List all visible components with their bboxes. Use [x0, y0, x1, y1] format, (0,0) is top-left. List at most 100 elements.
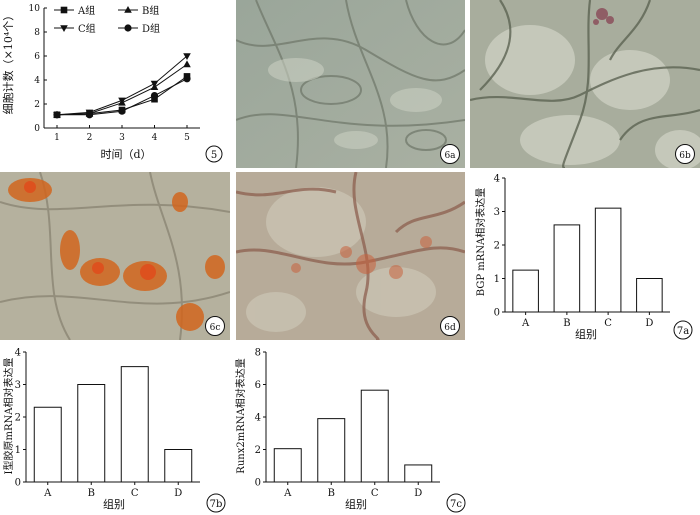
fig5-data-point	[150, 80, 159, 88]
fig7b-bar-D	[164, 449, 193, 483]
fig7a-y-tick-label: 4	[494, 174, 500, 185]
fig7a-y-tick-label: 1	[494, 274, 500, 285]
fig5-y-tick-label: 10	[29, 4, 41, 14]
micrograph-6b-label: 6b	[679, 151, 691, 161]
fig5-x-tick-label: 2	[87, 133, 93, 143]
micrograph-6d-label: 6d	[444, 323, 456, 333]
fig7a-x-tick-label: C	[604, 318, 612, 329]
fig7c-bar-B	[317, 418, 346, 483]
fig7b-xlabel: 组别	[103, 497, 125, 511]
fig5-data-point	[118, 97, 126, 105]
fig5-data-point	[53, 111, 61, 119]
fig5-data-point	[118, 107, 126, 115]
micrograph-6a: 6a	[236, 0, 465, 168]
fig7c-ylabel: Runx2mRNA相对表达量	[234, 358, 247, 473]
fig7a-xlabel: 组别	[575, 327, 597, 341]
micrograph-6b-image	[470, 0, 700, 168]
fig7c-y-tick-label: 6	[255, 380, 261, 391]
fig5-xlabel: 时间（d）	[100, 148, 151, 161]
fig7a-panel-number-circle	[673, 320, 693, 340]
figure-7c-svg: Runx2mRNA相对表达量 组别 7c 0 2 4 6 8 A B C D	[234, 348, 466, 513]
fig5-legend-label: D组	[142, 22, 160, 35]
fig5-y-tick-label: 8	[34, 28, 40, 38]
fig5-y-tick-label: 0	[34, 124, 40, 134]
micrograph-6b-label-circle	[675, 144, 695, 164]
fig7c-panel-number-circle	[446, 493, 466, 513]
fig7a-panel-number: 7a	[677, 326, 689, 337]
fig5-series-line-3	[56, 55, 188, 116]
fig7b-bar-C	[120, 366, 149, 483]
fig5-data-point	[85, 111, 94, 119]
fig5-y-tick-label: 2	[34, 100, 40, 110]
fig5-panel-number: 5	[211, 150, 217, 161]
fig7b-panel-number-circle	[206, 493, 226, 513]
fig7b-x-tick-label: D	[174, 488, 182, 499]
fig5-y-tick-label: 4	[34, 76, 40, 86]
micrograph-6c-image	[0, 172, 230, 340]
fig7a-bar-B	[553, 224, 581, 313]
fig7a-x-tick-label: A	[521, 318, 530, 329]
figure-7b-bar-chart: Ⅰ型胶原mRNA相对表达量 组别 7b 0 1 2 3 4 A B C D	[0, 340, 232, 515]
fig7a-x-tick-label: D	[645, 318, 653, 329]
micrograph-6c: 6c	[0, 172, 230, 340]
fig7b-panel-number: 7b	[210, 499, 223, 510]
fig7c-y-tick-label: 2	[255, 445, 261, 456]
fig7b-bar-A	[33, 406, 62, 483]
fig5-data-point	[150, 92, 159, 100]
fig7c-x-tick-label: A	[283, 488, 292, 499]
fig5-x-tick-label: 4	[152, 133, 158, 143]
fig7a-x-tick-label: B	[563, 318, 570, 329]
micrograph-6c-label: 6c	[209, 323, 221, 333]
fig5-x-tick-label: 3	[119, 133, 125, 143]
fig5-data-point	[183, 53, 191, 60]
fig5-legend-marker	[124, 6, 132, 13]
fig7c-xlabel: 组别	[345, 497, 367, 511]
fig7c-y-tick-label: 8	[255, 348, 261, 359]
fig7c-bar-A	[273, 448, 302, 483]
fig7c-x-tick-label: C	[371, 488, 379, 499]
figure-7b-svg: Ⅰ型胶原mRNA相对表达量 组别 7b 0 1 2 3 4 A B C D	[2, 348, 226, 513]
micrograph-6d-image	[236, 172, 465, 340]
fig7b-x-tick-label: C	[131, 488, 139, 499]
fig7c-x-tick-label: D	[414, 488, 422, 499]
fig5-legend-label: C组	[78, 22, 96, 35]
fig7b-y-tick-label: 3	[15, 380, 21, 391]
fig7a-bar-C	[594, 207, 622, 313]
fig5-ylabel: 细胞计数（×10⁴个）	[2, 10, 15, 115]
micrograph-6a-image	[236, 0, 465, 168]
micrograph-6d-label-circle	[440, 316, 460, 336]
fig5-data-point	[183, 75, 191, 83]
fig7b-y-tick-label: 1	[15, 445, 21, 456]
fig7a-y-tick-label: 2	[494, 241, 500, 252]
fig5-x-tick-label: 1	[54, 133, 60, 143]
micrograph-6a-label: 6a	[444, 151, 456, 161]
fig7b-x-tick-label: B	[88, 488, 95, 499]
fig7c-y-tick-label: 4	[255, 413, 261, 424]
fig7c-panel-number: 7c	[450, 499, 462, 510]
micrograph-6a-label-circle	[440, 144, 460, 164]
fig5-data-point	[183, 60, 191, 68]
figure-5-line-chart: 细胞计数（×10⁴个） 时间（d） 5 0 2 4 6 8 10 1 2 3 4 5 A组 B组 C组 D组	[0, 0, 230, 168]
figure-7a-bar-chart: BGP mRNA相对表达量 组别 7a 0 1 2 3 4 A B C D	[470, 168, 700, 348]
fig7b-x-tick-label: A	[43, 488, 52, 499]
fig5-legend-marker	[60, 6, 68, 14]
fig5-x-tick-label: 5	[184, 133, 190, 143]
fig7a-y-tick-label: 0	[494, 308, 500, 319]
fig7a-ylabel: BGP mRNA相对表达量	[474, 188, 487, 296]
fig5-legend-label: A组	[77, 4, 95, 17]
fig7c-bar-C	[360, 389, 389, 483]
fig7c-x-tick-label: B	[328, 488, 335, 499]
fig7b-y-tick-label: 0	[15, 478, 21, 489]
fig7c-y-tick-label: 0	[255, 478, 261, 489]
fig7a-bar-D	[636, 278, 663, 313]
fig7b-y-tick-label: 4	[15, 348, 21, 359]
figure-7c-bar-chart: Runx2mRNA相对表达量 组别 7c 0 2 4 6 8 A B C D	[234, 340, 470, 515]
micrograph-6d: 6d	[236, 172, 465, 340]
fig5-y-tick-label: 6	[34, 52, 40, 62]
fig7b-y-tick-label: 2	[15, 413, 21, 424]
micrograph-6c-label-circle	[205, 316, 225, 336]
fig7b-ylabel: Ⅰ型胶原mRNA相对表达量	[2, 358, 15, 475]
fig7b-bar-B	[77, 384, 106, 483]
micrograph-6b: 6b	[470, 0, 700, 168]
